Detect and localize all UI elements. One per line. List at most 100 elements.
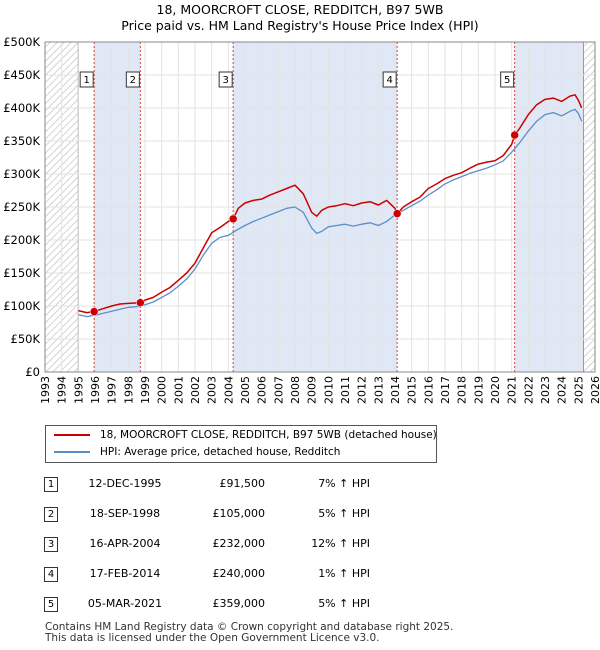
x-tick-label: 2010	[322, 376, 335, 404]
hpi-line	[78, 108, 583, 318]
sale-date: 16-APR-2004	[89, 537, 161, 550]
sale-number-badge: 1	[44, 477, 58, 492]
x-tick-label: 2015	[406, 376, 419, 404]
x-tick-label: 2024	[556, 376, 569, 404]
sale-date: 17-FEB-2014	[89, 567, 161, 580]
sale-date: 12-DEC-1995	[88, 477, 162, 490]
legend-label-property: 18, MOORCROFT CLOSE, REDDITCH, B97 5WB (…	[100, 429, 437, 441]
sale-price: £91,500	[219, 477, 266, 490]
sale-price: £359,000	[212, 597, 266, 610]
sale-number-badge: 2	[44, 507, 58, 522]
sale-point	[228, 214, 238, 224]
x-tick-label: 1994	[56, 376, 69, 404]
x-tick-label: 2016	[422, 376, 435, 404]
sale-price: £232,000	[212, 537, 266, 550]
legend-label-hpi: HPI: Average price, detached house, Redd…	[100, 446, 341, 458]
sale-badge-box	[125, 71, 140, 88]
sale-row: 4 17-FEB-2014 £240,000 1% ↑ HPI	[0, 564, 600, 584]
x-tick-label: 2021	[506, 376, 519, 404]
chart-title-main: 18, MOORCROFT CLOSE, REDDITCH, B97 5WB	[156, 2, 444, 17]
chart-title: 18, MOORCROFT CLOSE, REDDITCH, B97 5WB P…	[0, 2, 600, 34]
sale-badge-label: 5	[504, 75, 510, 86]
sale-badge-label: 2	[130, 75, 136, 86]
chart-subtitle: Price paid vs. HM Land Registry's House …	[121, 18, 479, 33]
y-tick-label: £50K	[11, 332, 41, 346]
sale-badge-label: 3	[222, 75, 228, 86]
sale-price: £105,000	[212, 507, 266, 520]
sale-number-badge: 4	[44, 567, 58, 582]
legend-item-hpi: HPI: Average price, detached house, Redd…	[54, 444, 340, 460]
sale-badge-box	[79, 71, 94, 88]
sale-badge-box	[500, 71, 515, 88]
sale-row: 1 12-DEC-1995 £91,500 7% ↑ HPI	[0, 474, 600, 494]
x-tick-label: 1999	[139, 376, 152, 404]
legend: 18, MOORCROFT CLOSE, REDDITCH, B97 5WB (…	[45, 425, 437, 463]
sale-point	[510, 130, 519, 140]
x-tick-label: 1998	[122, 376, 135, 404]
x-tick-label: 2004	[222, 376, 235, 404]
x-tick-label: 1995	[72, 376, 85, 404]
y-tick-label: £0	[25, 365, 40, 379]
x-tick-label: 2002	[189, 376, 202, 404]
y-tick-label: £500K	[3, 35, 40, 49]
y-tick-label: £450K	[3, 68, 40, 82]
x-tick-label: 2014	[389, 376, 402, 404]
x-tick-label: 2026	[589, 376, 600, 404]
x-tick-label: 1993	[39, 376, 52, 404]
y-tick-label: £300K	[3, 167, 40, 181]
x-tick-label: 2005	[239, 376, 252, 404]
x-tick-label: 2011	[339, 376, 352, 404]
x-tick-label: 2007	[272, 376, 285, 404]
sale-point	[136, 298, 145, 307]
x-tick-label: 2025	[572, 376, 585, 404]
property-price-line	[78, 94, 583, 314]
plot-frame	[44, 41, 596, 373]
x-tick-label: 2012	[356, 376, 369, 404]
sale-point	[392, 209, 402, 218]
sale-price: £240,000	[212, 567, 266, 580]
sale-row: 5 05-MAR-2021 £359,000 5% ↑ HPI	[0, 594, 600, 614]
x-tick-label: 2008	[289, 376, 302, 404]
footer-licence: This data is licensed under the Open Gov…	[45, 632, 380, 644]
x-tick-label: 2001	[172, 376, 185, 404]
y-tick-label: £150K	[3, 266, 40, 280]
x-tick-label: 2020	[489, 376, 502, 404]
y-tick-label: £100K	[3, 299, 40, 313]
sale-row: 2 18-SEP-1998 £105,000 5% ↑ HPI	[0, 504, 600, 524]
x-tick-label: 2013	[372, 376, 385, 404]
x-tick-label: 2009	[306, 376, 319, 404]
sale-badge-label: 4	[386, 75, 392, 86]
footer-copyright: Contains HM Land Registry data © Crown c…	[45, 621, 454, 633]
x-tick-label: 2018	[456, 376, 469, 404]
x-tick-label: 1997	[106, 376, 119, 404]
x-tick-label: 2023	[539, 376, 552, 404]
sale-hpi-diff: 5% ↑ HPI	[318, 597, 370, 610]
sale-row: 3 16-APR-2004 £232,000 12% ↑ HPI	[0, 534, 600, 554]
footer: Contains HM Land Registry data © Crown c…	[45, 622, 453, 644]
legend-item-property: 18, MOORCROFT CLOSE, REDDITCH, B97 5WB (…	[54, 427, 437, 443]
chart-area: 1 2 3 4 5 £0 £50K £100K £150K £200K £250K £300K £35…	[3, 35, 600, 404]
x-tick-label: 2006	[256, 376, 269, 404]
legend-swatch-property	[54, 434, 90, 436]
sale-hpi-diff: 7% ↑ HPI	[318, 477, 370, 490]
sale-hpi-diff: 1% ↑ HPI	[318, 567, 370, 580]
sale-badge-box	[218, 71, 233, 88]
sale-date: 18-SEP-1998	[89, 507, 161, 520]
x-tick-label: 2019	[472, 376, 485, 404]
legend-swatch-hpi	[54, 451, 90, 453]
sale-number-badge: 5	[44, 597, 58, 612]
y-tick-label: £200K	[3, 233, 40, 247]
sale-badge-label: 1	[83, 75, 89, 86]
sale-point	[89, 307, 99, 316]
sale-date: 05-MAR-2021	[87, 597, 163, 610]
x-tick-label: 1996	[89, 376, 102, 404]
sale-hpi-diff: 12% ↑ HPI	[311, 537, 370, 550]
x-tick-label: 2000	[156, 376, 169, 404]
y-tick-label: £350K	[3, 134, 40, 148]
sale-hpi-diff: 5% ↑ HPI	[318, 507, 370, 520]
x-tick-label: 2017	[439, 376, 452, 404]
x-tick-label: 2022	[522, 376, 535, 404]
y-tick-label: £400K	[3, 101, 40, 115]
x-tick-label: 2003	[206, 376, 219, 404]
sale-badge-box	[382, 71, 397, 88]
